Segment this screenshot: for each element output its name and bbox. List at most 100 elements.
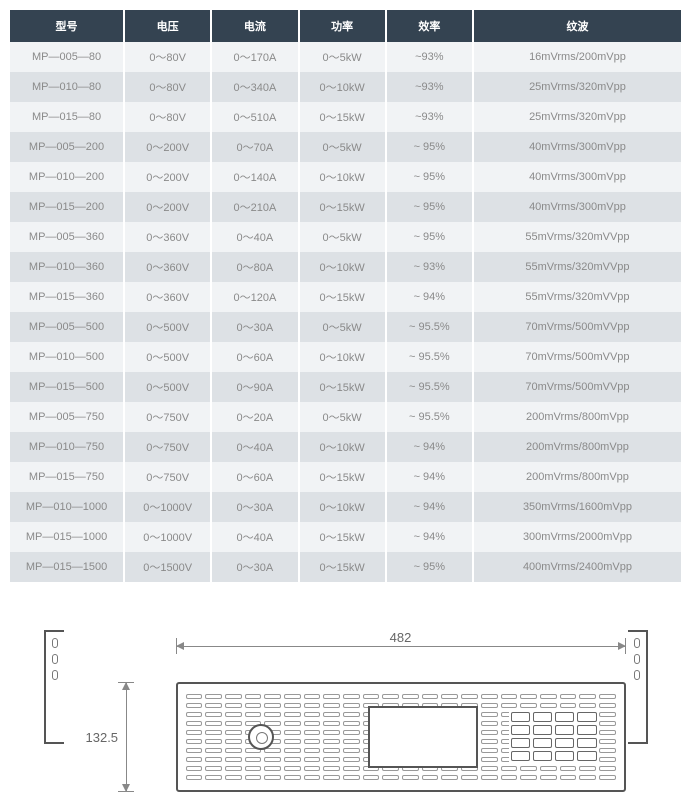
table-cell: 0～200V [124, 162, 211, 192]
table-cell: 40mVrms/300mVpp [473, 162, 681, 192]
table-cell: 0～360V [124, 222, 211, 252]
table-cell: 0～60A [211, 462, 298, 492]
table-cell: MP—015—80 [10, 102, 124, 132]
table-cell: 0～750V [124, 462, 211, 492]
table-cell: MP—005—750 [10, 402, 124, 432]
col-current: 电流 [211, 10, 298, 42]
table-cell: ~ 94% [386, 492, 473, 522]
table-row: MP—010—800～80V0～340A0～10kW~93%25mVrms/32… [10, 72, 681, 102]
table-cell: 0～510A [211, 102, 298, 132]
rack-ear-left [44, 630, 64, 744]
table-cell: MP—010—1000 [10, 492, 124, 522]
width-dimension: 482 [176, 632, 626, 652]
table-cell: MP—005—80 [10, 42, 124, 72]
knob-icon [248, 724, 274, 750]
table-cell: 0～10kW [299, 342, 386, 372]
table-row: MP—010—7500～750V0～40A0～10kW~ 94%200mVrms… [10, 432, 681, 462]
table-cell: 0～40A [211, 432, 298, 462]
table-cell: 55mVrms/320mVVpp [473, 252, 681, 282]
table-cell: 0～30A [211, 492, 298, 522]
table-cell: 0～120A [211, 282, 298, 312]
table-cell: 0～15kW [299, 462, 386, 492]
table-cell: ~ 95% [386, 132, 473, 162]
table-cell: 0～750V [124, 402, 211, 432]
table-cell: 200mVrms/800mVpp [473, 432, 681, 462]
table-row: MP—015—5000～500V0～90A0～15kW~ 95.5%70mVrm… [10, 372, 681, 402]
table-cell: MP—015—360 [10, 282, 124, 312]
table-cell: 0～1500V [124, 552, 211, 582]
table-header-row: 型号 电压 电流 功率 效率 纹波 [10, 10, 681, 42]
table-cell: 0～170A [211, 42, 298, 72]
table-cell: 55mVrms/320mVVpp [473, 282, 681, 312]
table-cell: 0～80V [124, 72, 211, 102]
keypad-button [577, 738, 596, 748]
col-voltage: 电压 [124, 10, 211, 42]
table-cell: 0～15kW [299, 372, 386, 402]
table-cell: 300mVrms/2000mVpp [473, 522, 681, 552]
spec-table: 型号 电压 电流 功率 效率 纹波 MP—005—800～80V0～170A0～… [10, 10, 681, 582]
table-cell: 70mVrms/500mVVpp [473, 342, 681, 372]
table-cell: MP—010—500 [10, 342, 124, 372]
table-cell: ~ 95.5% [386, 312, 473, 342]
table-cell: ~ 95.5% [386, 342, 473, 372]
keypad [509, 710, 599, 763]
keypad-button [555, 725, 574, 735]
height-dimension: 132.5 [96, 682, 136, 792]
table-cell: MP—005—360 [10, 222, 124, 252]
table-cell: 0～10kW [299, 252, 386, 282]
table-cell: 25mVrms/320mVpp [473, 72, 681, 102]
table-cell: 0～15kW [299, 522, 386, 552]
keypad-button [555, 712, 574, 722]
table-cell: 0～360V [124, 252, 211, 282]
keypad-button [533, 738, 552, 748]
table-cell: 70mVrms/500mVVpp [473, 372, 681, 402]
table-cell: ~93% [386, 102, 473, 132]
keypad-button [555, 738, 574, 748]
table-row: MP—010—10000～1000V0～30A0～10kW~ 94%350mVr… [10, 492, 681, 522]
keypad-button [577, 725, 596, 735]
col-power: 功率 [299, 10, 386, 42]
table-row: MP—015—15000～1500V0～30A0～15kW~ 95%400mVr… [10, 552, 681, 582]
keypad-button [533, 725, 552, 735]
table-cell: 0～10kW [299, 432, 386, 462]
table-cell: 0～5kW [299, 132, 386, 162]
table-cell: 0～15kW [299, 102, 386, 132]
table-cell: 0～80V [124, 102, 211, 132]
table-cell: MP—015—1500 [10, 552, 124, 582]
table-cell: 40mVrms/300mVpp [473, 132, 681, 162]
table-cell: 0～20A [211, 402, 298, 432]
table-cell: 0～10kW [299, 162, 386, 192]
table-row: MP—015—10000～1000V0～40A0～15kW~ 94%300mVr… [10, 522, 681, 552]
table-row: MP—015—7500～750V0～60A0～15kW~ 94%200mVrms… [10, 462, 681, 492]
table-cell: ~ 94% [386, 282, 473, 312]
table-cell: 0～30A [211, 312, 298, 342]
table-cell: MP—005—200 [10, 132, 124, 162]
table-cell: 0～360V [124, 282, 211, 312]
table-cell: ~ 95% [386, 162, 473, 192]
table-cell: MP—015—500 [10, 372, 124, 402]
table-cell: 0～340A [211, 72, 298, 102]
table-cell: ~ 95% [386, 552, 473, 582]
table-cell: 0～10kW [299, 72, 386, 102]
col-ripple: 纹波 [473, 10, 681, 42]
table-cell: MP—015—750 [10, 462, 124, 492]
width-label: 482 [381, 630, 421, 645]
rack-ear-right [628, 630, 648, 744]
keypad-button [511, 725, 530, 735]
table-row: MP—005—800～80V0～170A0～5kW~93%16mVrms/200… [10, 42, 681, 72]
table-cell: ~ 95% [386, 222, 473, 252]
keypad-button [577, 712, 596, 722]
display-screen [368, 706, 478, 768]
table-cell: 70mVrms/500mVVpp [473, 312, 681, 342]
table-cell: 0～15kW [299, 552, 386, 582]
table-cell: 0～60A [211, 342, 298, 372]
table-cell: ~ 95% [386, 192, 473, 222]
table-body: MP—005—800～80V0～170A0～5kW~93%16mVrms/200… [10, 42, 681, 582]
keypad-button [511, 712, 530, 722]
table-cell: 0～5kW [299, 402, 386, 432]
table-cell: ~ 94% [386, 462, 473, 492]
table-cell: 200mVrms/800mVpp [473, 402, 681, 432]
table-cell: 0～5kW [299, 312, 386, 342]
table-row: MP—005—3600～360V0～40A0～5kW~ 95%55mVrms/3… [10, 222, 681, 252]
table-row: MP—010—2000～200V0～140A0～10kW~ 95%40mVrms… [10, 162, 681, 192]
